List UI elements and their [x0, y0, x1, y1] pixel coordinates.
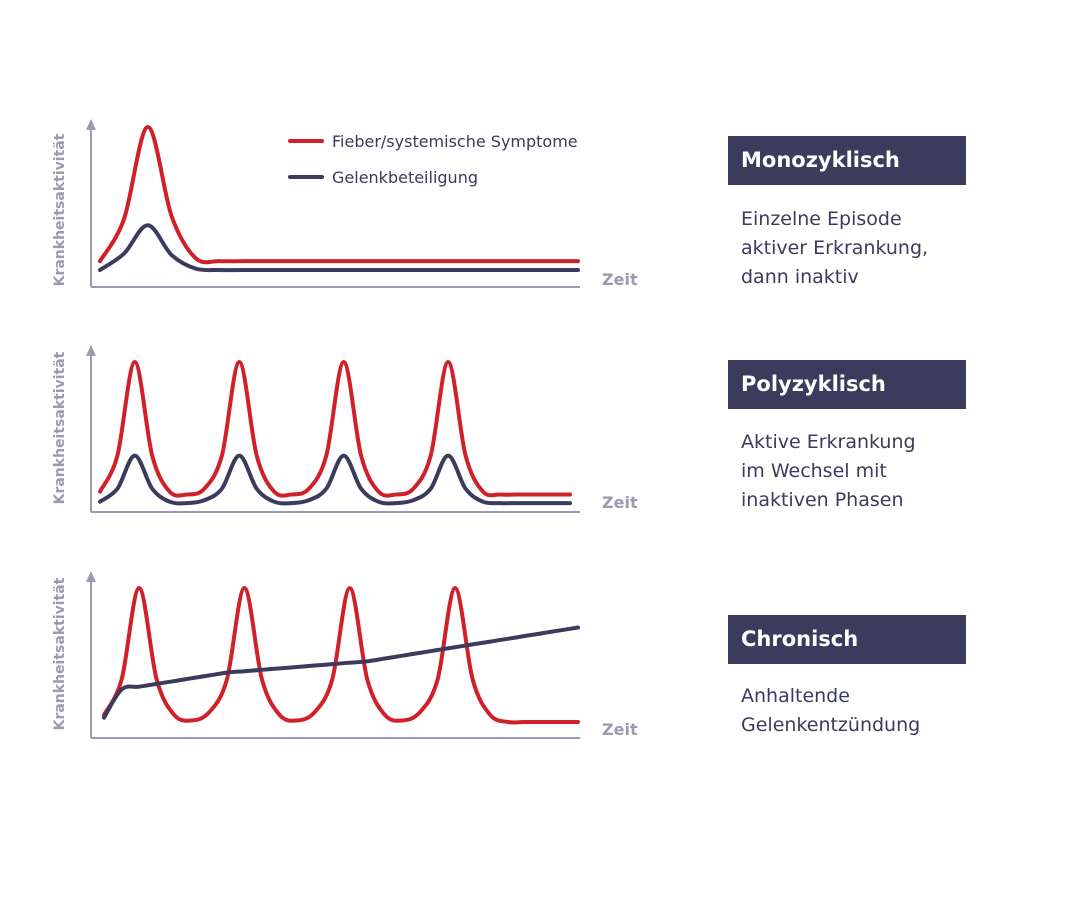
chart-chronisch: Krankheitsaktivität Zeit: [52, 571, 638, 739]
desc-polyzyklisch: Aktive Erkrankung im Wechsel mit inaktiv…: [741, 428, 1041, 515]
series-joint-line: [98, 453, 572, 506]
y-axis-label: Krankheitsaktivität: [52, 351, 68, 504]
desc-chronisch: Anhaltende Gelenkentzündung: [741, 682, 1041, 740]
series-fever-line: [102, 586, 580, 725]
series-fever-line: [98, 124, 580, 265]
badge-chronisch: Chronisch: [728, 615, 966, 664]
legend-fever-label: Fieber/systemische Symptome: [332, 132, 578, 151]
x-axis-label: Zeit: [602, 493, 638, 512]
y-axis-arrow-icon: [86, 345, 96, 356]
legend-joint-label: Gelenkbeteiligung: [332, 168, 478, 187]
desc-line: inaktiven Phasen: [741, 489, 904, 511]
desc-line: Einzelne Episode: [741, 208, 902, 230]
desc-line: dann inaktiv: [741, 266, 859, 288]
y-axis-label: Krankheitsaktivität: [52, 133, 68, 286]
desc-monozyklisch: Einzelne Episode aktiver Erkrankung, dan…: [741, 205, 1041, 292]
x-axis-label: Zeit: [602, 720, 638, 739]
y-axis-label: Krankheitsaktivität: [52, 577, 68, 730]
charts-area: Fieber/systemische Symptome Gelenkbeteil…: [52, 119, 638, 739]
desc-line: Gelenkentzündung: [741, 714, 921, 736]
desc-line: im Wechsel mit: [741, 460, 887, 482]
y-axis-arrow-icon: [86, 571, 96, 582]
y-axis-arrow-icon: [86, 119, 96, 130]
desc-line: aktiver Erkrankung,: [741, 237, 929, 259]
series-joint-line: [98, 223, 580, 273]
series-fever-line: [98, 360, 572, 498]
desc-line: Aktive Erkrankung: [741, 431, 916, 453]
chart-monozyklisch: Krankheitsaktivität Zeit: [52, 119, 638, 289]
chart-polyzyklisch: Krankheitsaktivität Zeit: [52, 345, 638, 513]
badge-polyzyklisch: Polyzyklisch: [728, 360, 966, 409]
badge-monozyklisch: Monozyklisch: [728, 136, 966, 185]
desc-line: Anhaltende: [741, 685, 850, 707]
series-joint-line: [102, 625, 580, 720]
legend: Fieber/systemische Symptome Gelenkbeteil…: [288, 132, 578, 187]
x-axis-label: Zeit: [602, 270, 638, 289]
